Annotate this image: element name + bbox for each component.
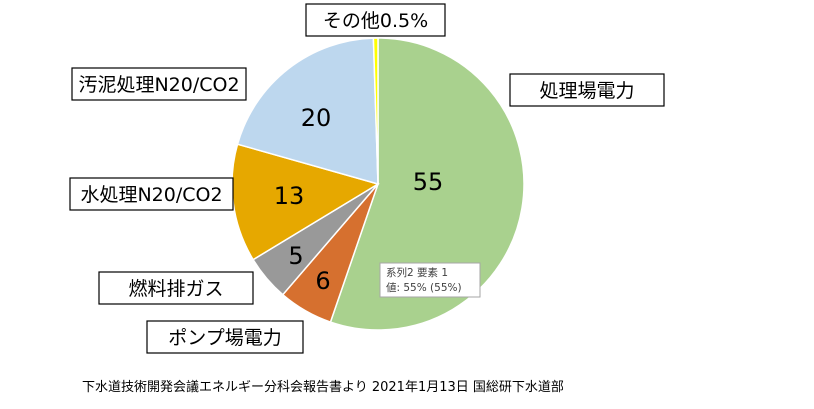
category-label-text: ポンプ場電力	[168, 327, 281, 349]
category-label-box	[509, 73, 665, 107]
tooltip-value-line: 値: 55% (55%)	[386, 281, 462, 294]
slice-category-label: ポンプ場電力	[146, 320, 304, 354]
slice-category-label: 燃料排ガス	[98, 271, 254, 305]
slice-value-label: 55	[413, 168, 444, 196]
tooltip-box	[379, 262, 481, 298]
slice-value-label: 5	[288, 242, 303, 270]
source-note: 下水道技術開発会議エネルギー分科会報告書より 2021年1月13日 国総研下水道…	[82, 380, 564, 395]
category-label-box	[305, 3, 446, 37]
pie-slice	[236, 37, 379, 186]
category-label-text: 処理場電力	[539, 80, 634, 102]
slice-category-label: 汚泥処理N20/CO2	[71, 67, 247, 101]
pie-value-labels: 55 65 13 20	[274, 104, 444, 295]
category-label-text: 水処理N20/CO2	[80, 184, 222, 206]
tooltip: 系列2 要素 1 値: 55% (55%)	[379, 262, 481, 298]
slice-category-label: 水処理N20/CO2	[69, 177, 234, 211]
slice-value-label: 13	[274, 182, 305, 210]
category-label-text: その他0.5%	[323, 10, 428, 32]
slice-category-label: その他0.5%	[305, 3, 446, 37]
slice-category-label: 処理場電力	[509, 73, 665, 107]
pie-slices	[231, 37, 525, 331]
category-label-box	[98, 271, 254, 305]
category-label-text: 燃料排ガス	[128, 278, 223, 300]
slice-value-label: 20	[301, 104, 332, 132]
pie-slice	[372, 37, 379, 185]
category-label-box	[71, 67, 247, 101]
pie-slice	[329, 37, 525, 331]
slice-value-label: 6	[315, 267, 330, 295]
category-label-text: 汚泥処理N20/CO2	[78, 74, 239, 96]
tooltip-series-line: 系列2 要素 1	[386, 266, 448, 279]
category-label-box	[146, 320, 304, 354]
category-label-box	[69, 177, 234, 211]
